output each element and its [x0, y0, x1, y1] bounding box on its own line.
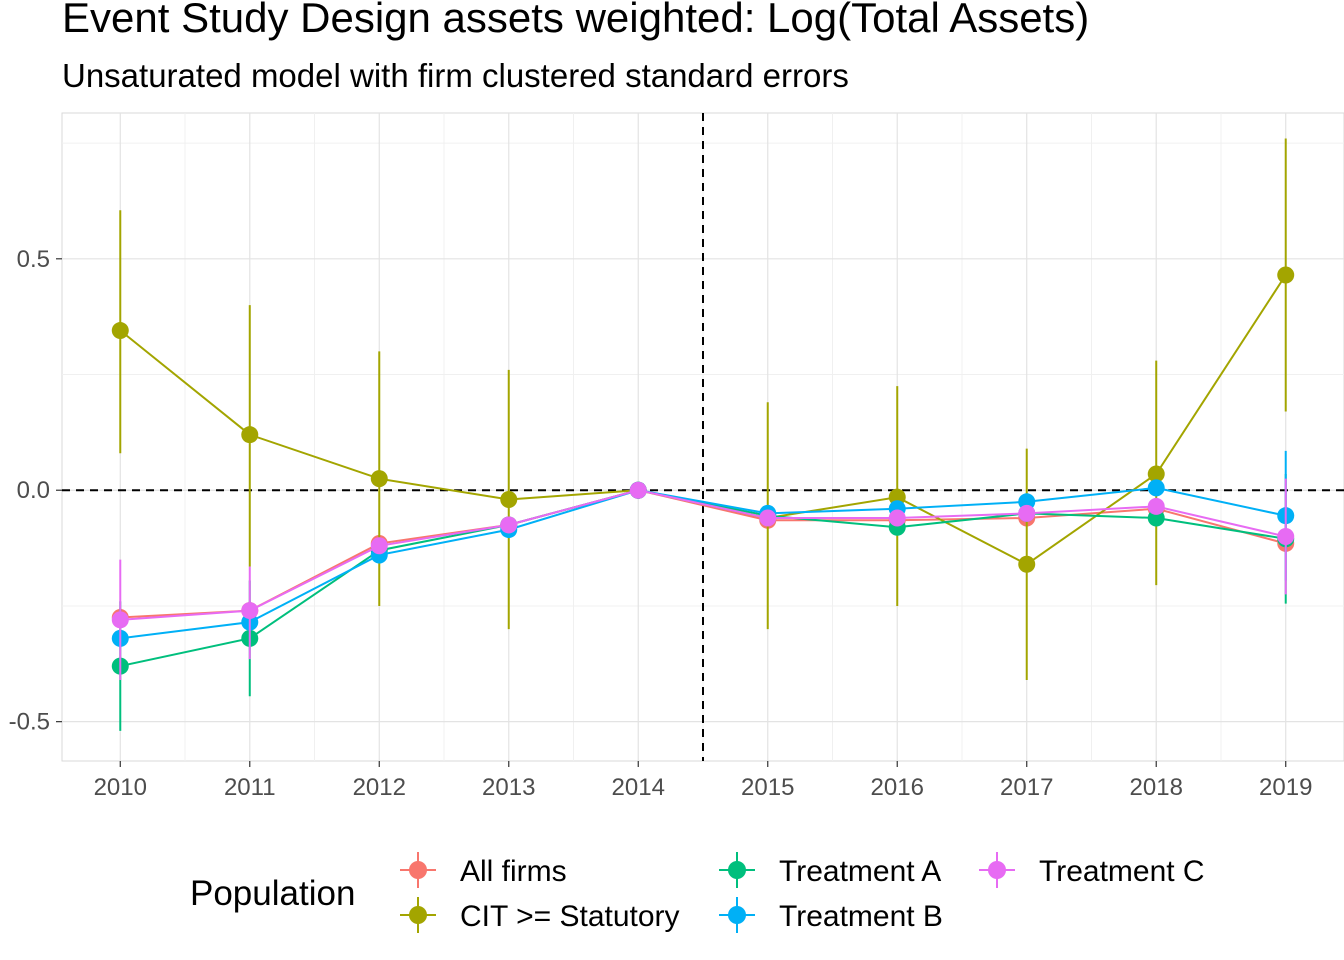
x-tick-label: 2019 — [1259, 774, 1312, 801]
legend-label: All firms — [460, 855, 567, 888]
x-tick-label: 2013 — [482, 774, 535, 801]
legend-label: Treatment C — [1039, 855, 1205, 888]
series-line — [120, 489, 1286, 619]
data-point — [1277, 266, 1295, 284]
legend-item: Treatment C — [979, 852, 1205, 888]
x-tick-label: 2017 — [1000, 774, 1053, 801]
legend-item: All firms — [400, 852, 567, 888]
legend-title: Population — [190, 874, 355, 913]
data-point — [1018, 555, 1036, 573]
x-tick-label: 2014 — [612, 774, 665, 801]
data-point — [1277, 528, 1295, 546]
data-point — [1018, 504, 1036, 522]
data-point — [1147, 497, 1165, 515]
axis-ticks: 2010 2011 2012 2013 2014 2015 2016 2017 2018 2019… — [9, 246, 1313, 801]
legend: Population All firms CIT >= Statutory Treat… — [190, 852, 1205, 933]
series-line — [120, 489, 1286, 668]
data-point — [500, 516, 518, 534]
data-point — [111, 611, 129, 629]
series-group — [111, 478, 1295, 680]
legend-key-point — [728, 906, 746, 924]
legend-item: Treatment A — [719, 852, 941, 888]
data-point — [370, 470, 388, 488]
series-line — [120, 486, 1286, 640]
data-point — [1147, 465, 1165, 483]
x-tick-label: 2012 — [353, 774, 406, 801]
x-tick-label: 2018 — [1130, 774, 1183, 801]
x-tick-label: 2015 — [741, 774, 794, 801]
data-point — [111, 322, 129, 340]
x-tick-label: 2016 — [871, 774, 924, 801]
legend-item: Treatment B — [719, 897, 943, 933]
y-tick-label: -0.5 — [9, 709, 50, 736]
y-tick-label: 0.0 — [17, 477, 50, 504]
data-point — [888, 509, 906, 527]
y-tick-label: 0.5 — [17, 246, 50, 273]
series-layer — [111, 138, 1295, 731]
legend-key-point — [409, 861, 427, 879]
data-point — [500, 490, 518, 508]
chart-title: Event Study Design assets weighted: Log(… — [62, 0, 1090, 41]
legend-key-point — [728, 861, 746, 879]
x-tick-label: 2010 — [94, 774, 147, 801]
x-tick-label: 2011 — [224, 774, 276, 801]
legend-label: CIT >= Statutory — [460, 900, 680, 933]
data-point — [241, 426, 259, 444]
legend-item: CIT >= Statutory — [400, 897, 680, 933]
chart-subtitle: Unsaturated model with firm clustered st… — [62, 57, 849, 94]
legend-label: Treatment A — [779, 855, 941, 888]
legend-key-point — [988, 861, 1006, 879]
data-point — [370, 537, 388, 555]
series-line — [120, 489, 1286, 621]
data-point — [241, 602, 259, 620]
data-point — [759, 509, 777, 527]
data-point — [1147, 479, 1165, 497]
legend-label: Treatment B — [779, 900, 943, 933]
data-point — [629, 481, 647, 499]
legend-key-point — [409, 906, 427, 924]
